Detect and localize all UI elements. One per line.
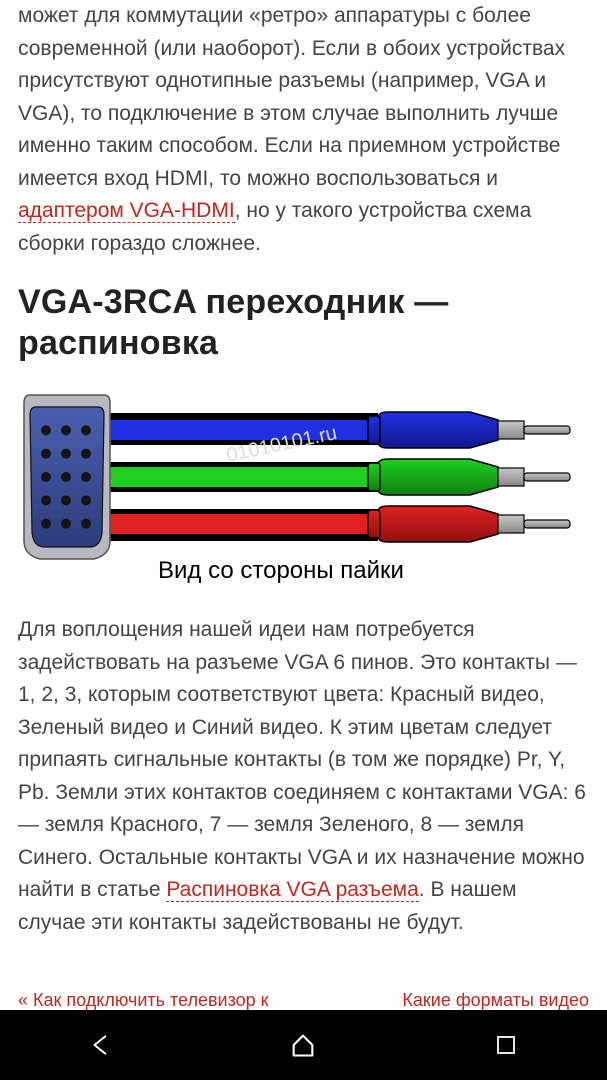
home-button[interactable] — [263, 1020, 343, 1070]
link-vga-pinout[interactable]: Распиновка VGA разъема — [166, 878, 418, 902]
diagram-svg: 01010101.ruВид со стороны пайки — [18, 382, 589, 592]
next-article: Какие форматы видео поддерживают 4К теле… — [315, 987, 589, 1010]
paragraph-intro: может для коммутации «ретро» аппаратуры … — [18, 0, 589, 260]
next-article-link[interactable]: Какие форматы видео поддерживают 4К теле… — [322, 990, 589, 1010]
vga-3rca-diagram: 01010101.ruВид со стороны пайки — [18, 382, 589, 592]
android-navbar — [0, 1010, 607, 1080]
paragraph-intro-pre: может для коммутации «ретро» аппаратуры … — [18, 4, 565, 190]
prev-angle: « — [18, 990, 28, 1010]
back-button[interactable] — [61, 1020, 141, 1070]
home-icon — [289, 1031, 317, 1059]
back-icon — [88, 1032, 114, 1058]
recents-button[interactable] — [466, 1020, 546, 1070]
link-vga-hdmi-adapter[interactable]: адаптером VGA-HDMI — [18, 199, 235, 223]
paragraph-details-pre: Для воплощения нашей идеи нам потребуетс… — [18, 618, 586, 901]
prev-article-link[interactable]: Как подключить телевизор к компьютеру (V… — [18, 990, 269, 1010]
recents-icon — [494, 1033, 518, 1057]
article-content: может для коммутации «ретро» аппаратуры … — [0, 0, 607, 1010]
article-nav: « Как подключить телевизор к компьютеру … — [18, 957, 589, 1010]
viewport: может для коммутации «ретро» аппаратуры … — [0, 0, 607, 1080]
section-heading: VGA-3RCA переходник — распиновка — [18, 282, 589, 364]
prev-article: « Как подключить телевизор к компьютеру … — [18, 987, 292, 1010]
svg-text:Вид со стороны пайки: Вид со стороны пайки — [158, 557, 404, 584]
paragraph-details: Для воплощения нашей идеи нам потребуетс… — [18, 614, 589, 939]
